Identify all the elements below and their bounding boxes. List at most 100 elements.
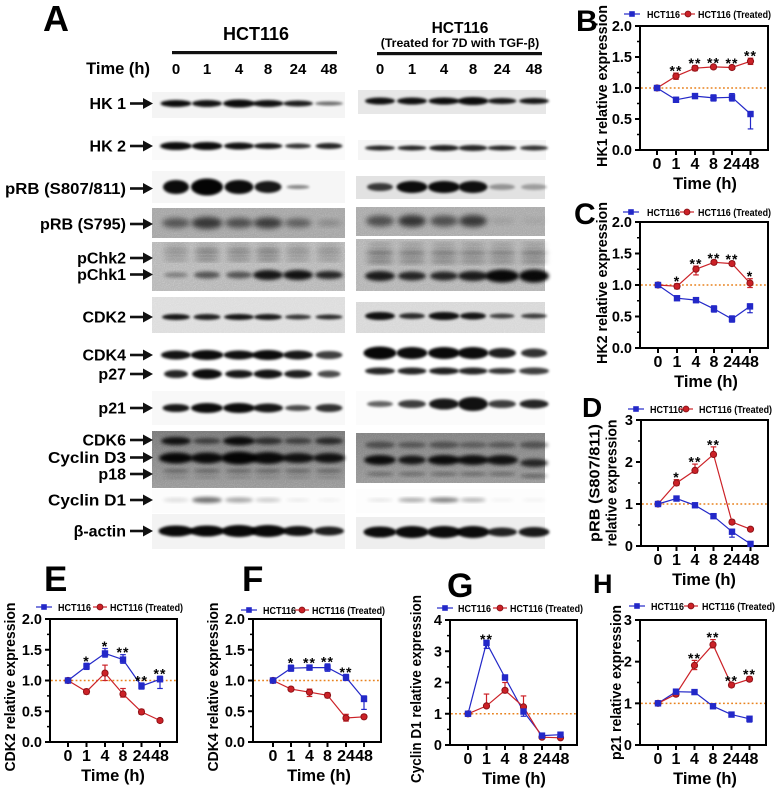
- svg-text:**: **: [321, 653, 334, 669]
- svg-text:D: D: [582, 392, 602, 423]
- svg-text:**: **: [707, 629, 720, 645]
- svg-text:4: 4: [305, 748, 314, 765]
- svg-text:1: 1: [672, 751, 681, 768]
- svg-text:4: 4: [690, 751, 699, 768]
- svg-text:8: 8: [264, 61, 272, 78]
- svg-text:2.0: 2.0: [612, 19, 632, 35]
- svg-text:Time (h): Time (h): [81, 767, 145, 785]
- svg-text:HCT116: HCT116: [263, 605, 296, 617]
- svg-text:**: **: [726, 55, 739, 71]
- svg-text:*: *: [102, 638, 108, 654]
- svg-text:*: *: [673, 469, 679, 485]
- svg-text:**: **: [726, 251, 739, 267]
- svg-text:1: 1: [672, 156, 681, 173]
- svg-text:1: 1: [625, 497, 633, 513]
- svg-text:4: 4: [691, 156, 700, 173]
- svg-text:*: *: [288, 655, 294, 671]
- svg-text:1: 1: [482, 751, 491, 768]
- svg-text:β-actin: β-actin: [74, 524, 126, 541]
- svg-text:1.0: 1.0: [612, 81, 632, 97]
- svg-text:4: 4: [101, 748, 110, 765]
- svg-text:4: 4: [691, 552, 700, 569]
- svg-text:*: *: [747, 268, 753, 284]
- svg-text:HK1 relative expression: HK1 relative expression: [595, 5, 611, 167]
- svg-text:1.5: 1.5: [225, 643, 245, 659]
- svg-text:CDK4: CDK4: [82, 348, 126, 365]
- svg-text:**: **: [725, 672, 738, 688]
- svg-text:8: 8: [709, 552, 718, 569]
- svg-text:2: 2: [625, 455, 633, 471]
- svg-text:**: **: [154, 666, 167, 682]
- svg-text:HCT116 (Treated): HCT116 (Treated): [699, 404, 772, 416]
- svg-text:1: 1: [672, 552, 681, 569]
- svg-text:48: 48: [741, 751, 759, 768]
- svg-text:HK2 relative expression: HK2 relative expression: [595, 202, 611, 364]
- svg-text:1.5: 1.5: [22, 643, 42, 659]
- svg-text:C: C: [574, 198, 596, 231]
- svg-text:pRB (S795): pRB (S795): [40, 217, 126, 234]
- svg-text:Time (h): Time (h): [482, 770, 546, 788]
- svg-text:0.5: 0.5: [612, 112, 632, 128]
- svg-text:HCT116: HCT116: [223, 24, 289, 44]
- svg-text:*: *: [674, 273, 680, 289]
- svg-text:p21 relative expression: p21 relative expression: [609, 605, 625, 760]
- svg-text:Time (h): Time (h): [674, 373, 738, 391]
- svg-text:0.5: 0.5: [225, 704, 245, 720]
- svg-text:4: 4: [501, 751, 510, 768]
- svg-text:1.0: 1.0: [22, 674, 42, 690]
- svg-text:1.0: 1.0: [612, 278, 632, 294]
- svg-text:CDK2 relative expression: CDK2 relative expression: [3, 603, 19, 772]
- svg-text:0.0: 0.0: [612, 341, 632, 357]
- svg-text:*: *: [83, 653, 89, 669]
- svg-text:24: 24: [290, 61, 307, 78]
- svg-text:1.5: 1.5: [612, 50, 632, 66]
- svg-text:8: 8: [709, 751, 718, 768]
- svg-text:24: 24: [337, 748, 355, 765]
- svg-text:Time (h): Time (h): [673, 175, 737, 193]
- svg-text:E: E: [44, 560, 67, 599]
- svg-text:p18: p18: [98, 467, 126, 484]
- svg-text:8: 8: [323, 748, 332, 765]
- svg-text:8: 8: [710, 354, 719, 371]
- svg-text:1: 1: [203, 61, 211, 78]
- svg-text:0.0: 0.0: [22, 735, 42, 751]
- svg-text:HK 1: HK 1: [90, 96, 127, 113]
- svg-text:0: 0: [464, 751, 473, 768]
- svg-text:0.5: 0.5: [22, 704, 42, 720]
- svg-text:3: 3: [624, 613, 632, 629]
- svg-text:4: 4: [440, 61, 449, 78]
- svg-text:0: 0: [654, 354, 663, 371]
- svg-text:HCT116: HCT116: [58, 602, 91, 614]
- svg-text:24: 24: [723, 751, 741, 768]
- svg-text:0.5: 0.5: [612, 310, 632, 326]
- svg-text:relative expression: relative expression: [605, 420, 621, 547]
- svg-text:HCT116: HCT116: [651, 601, 684, 613]
- svg-text:pChk2: pChk2: [77, 251, 126, 268]
- svg-text:48: 48: [552, 751, 570, 768]
- svg-text:1: 1: [434, 707, 442, 723]
- svg-text:HCT116 (Treated): HCT116 (Treated): [698, 9, 771, 21]
- svg-text:HCT116 (Treated): HCT116 (Treated): [510, 603, 583, 615]
- svg-text:G: G: [447, 567, 473, 605]
- svg-text:HCT116: HCT116: [458, 603, 491, 615]
- svg-text:Cyclin D1 relative expression: Cyclin D1 relative expression: [409, 595, 425, 783]
- svg-text:**: **: [117, 644, 130, 660]
- svg-text:1: 1: [287, 748, 296, 765]
- svg-text:48: 48: [526, 61, 543, 78]
- svg-text:48: 48: [151, 748, 169, 765]
- svg-text:**: **: [688, 650, 701, 666]
- svg-text:1: 1: [408, 61, 416, 78]
- svg-text:24: 24: [133, 748, 151, 765]
- svg-text:8: 8: [709, 156, 718, 173]
- svg-text:Cyclin D1: Cyclin D1: [48, 493, 126, 510]
- svg-text:4: 4: [235, 61, 244, 78]
- svg-text:24: 24: [723, 156, 741, 173]
- svg-text:HK 2: HK 2: [90, 139, 127, 156]
- svg-text:0: 0: [434, 738, 442, 754]
- svg-text:0: 0: [653, 156, 662, 173]
- svg-text:**: **: [690, 256, 703, 272]
- svg-text:0: 0: [624, 738, 632, 754]
- svg-text:**: **: [743, 666, 756, 682]
- svg-text:24: 24: [533, 751, 551, 768]
- svg-text:p27: p27: [98, 367, 126, 384]
